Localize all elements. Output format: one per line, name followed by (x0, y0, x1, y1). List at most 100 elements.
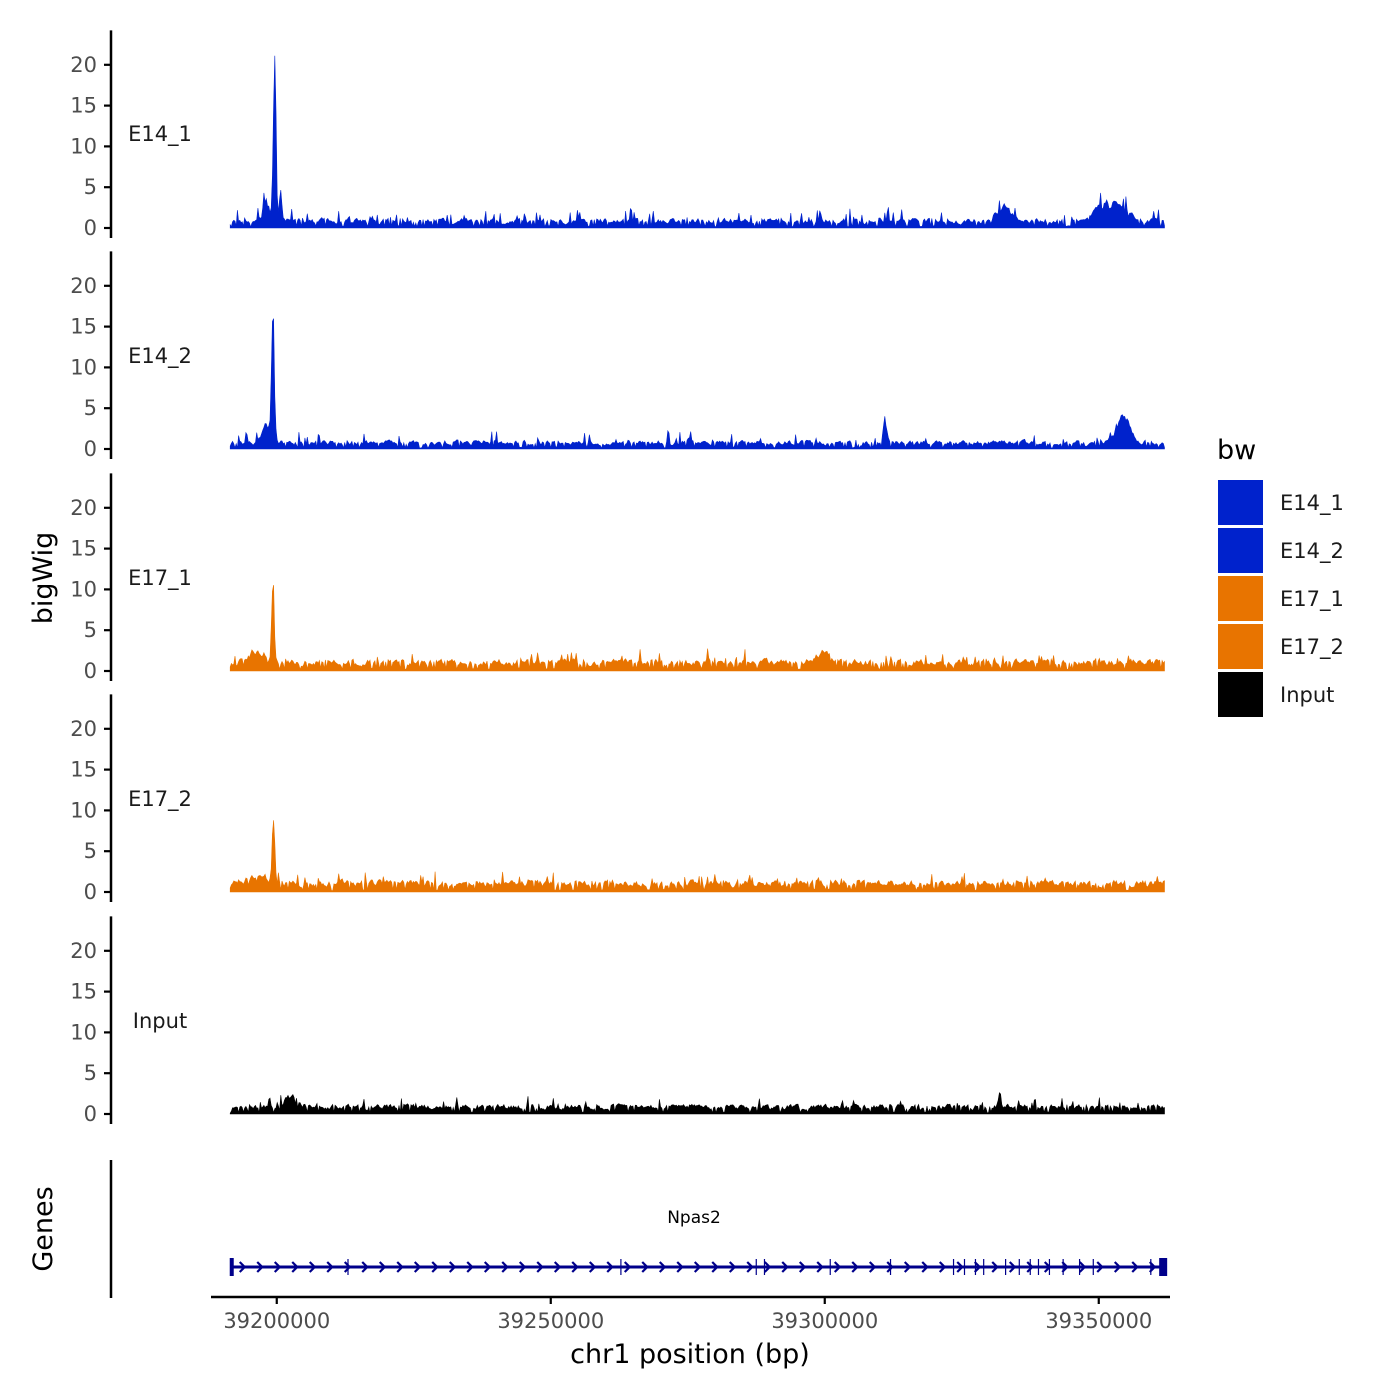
x-axis: 39200000 39250000 39300000 39350000 chr1 po… (211, 1295, 1170, 1370)
legend-label: Input (1280, 683, 1334, 707)
gene-end-block (1159, 1258, 1168, 1276)
legend-item: E14_1 (1218, 480, 1344, 525)
signal-area-e14-1 (229, 55, 1165, 229)
track-input: Input (133, 1009, 1165, 1115)
track-axes: 0 5 10 15 20 0 5 10 15 20 0 5 10 15 20 0 5 10 15 20 0 5 10 15 20 (70, 30, 113, 1126)
y-tick-label: 15 (70, 758, 97, 782)
y-tick-label: 15 (70, 94, 97, 118)
strand-arrow (746, 1261, 754, 1273)
strand-arrow (641, 1261, 649, 1273)
y-tick-label: 10 (70, 1020, 97, 1044)
strand-arrow (291, 1261, 299, 1273)
legend-swatch (1218, 576, 1263, 621)
legend-swatch (1218, 480, 1263, 525)
strand-arrow (833, 1261, 842, 1273)
strand-arrow (553, 1261, 562, 1273)
y-axis-title: bigWig (28, 532, 59, 625)
x-tick-label: 39250000 (497, 1309, 604, 1333)
legend-label: E17_2 (1280, 635, 1344, 660)
strand-arrow (938, 1261, 947, 1273)
x-tick-label: 39350000 (1045, 1309, 1152, 1333)
strand-arrow (1008, 1261, 1017, 1273)
legend-label: E14_2 (1280, 539, 1344, 564)
track-label: E14_1 (128, 122, 192, 147)
strand-arrow (798, 1261, 807, 1273)
strand-arrow (658, 1261, 667, 1273)
y-tick-label: 5 (84, 839, 97, 863)
strand-arrow (1026, 1261, 1034, 1273)
y-tick-label: 0 (84, 437, 97, 461)
y-tick-label: 0 (84, 659, 97, 683)
signal-area-input (229, 1092, 1165, 1115)
strand-arrow (693, 1261, 702, 1273)
strand-arrow (1078, 1261, 1087, 1273)
strand-arrow (676, 1261, 684, 1273)
track-label: E14_2 (128, 344, 192, 369)
y-tick-label: 20 (70, 939, 97, 963)
strand-arrow (868, 1261, 877, 1273)
y-tick-label: 20 (70, 53, 97, 77)
y-tick-label: 20 (70, 496, 97, 520)
track-e14-2: E14_2 (128, 318, 1165, 450)
strand-arrow (396, 1261, 404, 1273)
strand-arrow (588, 1261, 597, 1273)
track-e17-2: E17_2 (128, 787, 1165, 893)
strand-arrow (256, 1261, 264, 1273)
strand-arrow (571, 1261, 579, 1273)
y-tick-label: 20 (70, 717, 97, 741)
strand-arrow (431, 1261, 439, 1273)
strand-arrow (851, 1261, 859, 1273)
signal-area-e17-2 (229, 820, 1165, 893)
strand-arrow (238, 1261, 247, 1273)
strand-arrow (378, 1261, 387, 1273)
strand-arrow (956, 1261, 964, 1273)
y-axis-track-3: 0 5 10 15 20 (70, 473, 113, 683)
strand-arrow (781, 1261, 789, 1273)
strand-arrow (1096, 1261, 1104, 1273)
legend-swatch (1218, 672, 1263, 717)
x-axis-title: chr1 position (bp) (570, 1339, 810, 1370)
y-tick-label: 5 (84, 175, 97, 199)
strand-arrow (361, 1261, 369, 1273)
strand-arrow (413, 1261, 422, 1273)
strand-arrow (1113, 1261, 1122, 1273)
track-label: Input (133, 1009, 187, 1033)
strand-arrow (728, 1261, 737, 1273)
y-tick-label: 10 (70, 798, 97, 822)
y-tick-label: 5 (84, 1061, 97, 1085)
legend-swatch (1218, 624, 1263, 669)
legend: bw E14_1 E14_2 E17_1 E17_2 Input (1217, 435, 1344, 717)
legend-item: E17_2 (1218, 624, 1344, 669)
y-tick-label: 15 (70, 980, 97, 1004)
legend-label: E17_1 (1280, 587, 1344, 612)
x-tick-label: 39200000 (223, 1309, 330, 1333)
y-axis-track-1: 0 5 10 15 20 (70, 30, 113, 240)
y-tick-label: 0 (84, 1102, 97, 1126)
track-e14-1: E14_1 (128, 55, 1165, 229)
y-tick-label: 5 (84, 618, 97, 642)
legend-items: E14_1 E14_2 E17_1 E17_2 Input (1218, 480, 1344, 717)
strand-arrow (886, 1261, 894, 1273)
signal-area-e14-2 (229, 318, 1165, 450)
strand-arrow (343, 1261, 352, 1273)
strand-arrow (606, 1261, 614, 1273)
y-tick-label: 15 (70, 315, 97, 339)
y-axis-track-4: 0 5 10 15 20 (70, 694, 113, 904)
strand-arrow (518, 1261, 527, 1273)
strand-arrow (448, 1261, 457, 1273)
y-tick-label: 10 (70, 355, 97, 379)
strand-arrow (921, 1261, 929, 1273)
y-tick-label: 0 (84, 216, 97, 240)
gene-start-block (229, 1258, 234, 1276)
legend-item: E17_1 (1218, 576, 1344, 621)
strand-arrow (991, 1261, 999, 1273)
legend-label: E14_1 (1280, 491, 1344, 516)
y-tick-label: 0 (84, 880, 97, 904)
strand-arrow (501, 1261, 509, 1273)
strand-arrow (326, 1261, 334, 1273)
genes-axis-title: Genes (28, 1186, 59, 1271)
strand-arrow (903, 1261, 912, 1273)
x-tick-label: 39300000 (771, 1309, 878, 1333)
x-ticks: 39200000 39250000 39300000 39350000 (223, 1297, 1152, 1333)
